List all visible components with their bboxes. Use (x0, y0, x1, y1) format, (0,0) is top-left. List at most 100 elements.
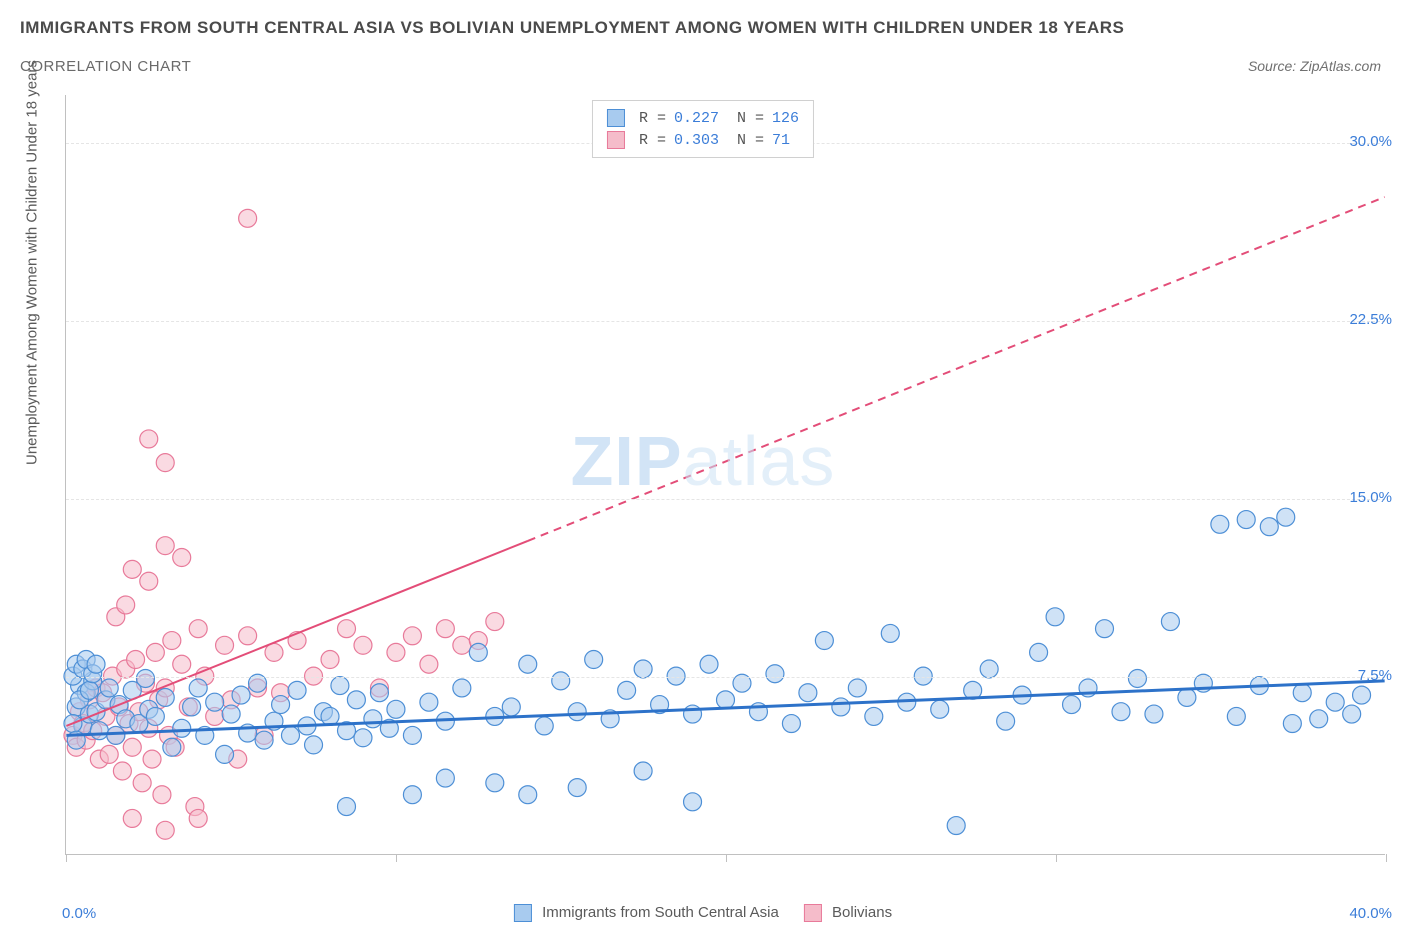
n-label: N = (737, 110, 764, 127)
scatter-svg (66, 95, 1385, 854)
data-point (183, 698, 201, 716)
data-point (1161, 613, 1179, 631)
data-point (1211, 515, 1229, 533)
y-axis-label: Unemployment Among Women with Children U… (24, 60, 41, 465)
subtitle: CORRELATION CHART (20, 58, 191, 75)
data-point (87, 655, 105, 673)
data-point (799, 684, 817, 702)
data-point (338, 620, 356, 638)
data-point (1293, 684, 1311, 702)
data-point (255, 731, 273, 749)
data-point (1260, 518, 1278, 536)
data-point (153, 786, 171, 804)
data-point (173, 549, 191, 567)
data-point (865, 707, 883, 725)
data-point (189, 620, 207, 638)
data-point (502, 698, 520, 716)
data-point (486, 774, 504, 792)
data-point (881, 624, 899, 642)
data-point (420, 655, 438, 673)
data-point (634, 762, 652, 780)
data-point (1063, 696, 1081, 714)
data-point (453, 679, 471, 697)
data-point (206, 693, 224, 711)
data-point (163, 632, 181, 650)
data-point (80, 681, 98, 699)
data-point (387, 643, 405, 661)
y-tick-label: 7.5% (1358, 667, 1392, 684)
legend-label-blue: Immigrants from South Central Asia (542, 904, 779, 921)
data-point (239, 627, 257, 645)
data-point (997, 712, 1015, 730)
data-point (1326, 693, 1344, 711)
data-point (1277, 508, 1295, 526)
data-point (232, 686, 250, 704)
data-point (832, 698, 850, 716)
data-point (848, 679, 866, 697)
data-point (146, 707, 164, 725)
data-point (140, 572, 158, 590)
data-point (403, 627, 421, 645)
x-tick (726, 854, 727, 862)
source-label: Source: ZipAtlas.com (1248, 58, 1381, 74)
data-point (100, 745, 118, 763)
data-point (305, 736, 323, 754)
data-point (288, 681, 306, 699)
x-tick (1386, 854, 1387, 862)
x-tick (396, 854, 397, 862)
data-point (146, 643, 164, 661)
data-point (143, 750, 161, 768)
gridline (66, 499, 1385, 500)
data-point (222, 705, 240, 723)
r-label: R = (639, 110, 666, 127)
r-value-blue: 0.227 (674, 110, 719, 127)
data-point (436, 620, 454, 638)
data-point (552, 672, 570, 690)
data-point (321, 651, 339, 669)
bottom-legend: Immigrants from South Central Asia Boliv… (514, 904, 892, 922)
data-point (123, 738, 141, 756)
data-point (133, 774, 151, 792)
r-label: R = (639, 132, 666, 149)
legend-swatch-pink (607, 131, 625, 149)
data-point (156, 537, 174, 555)
data-point (354, 636, 372, 654)
data-point (140, 430, 158, 448)
data-point (700, 655, 718, 673)
data-point (1227, 707, 1245, 725)
data-point (387, 700, 405, 718)
legend-item-blue: Immigrants from South Central Asia (514, 904, 779, 922)
data-point (107, 726, 125, 744)
data-point (436, 769, 454, 787)
data-point (123, 560, 141, 578)
page-title: IMMIGRANTS FROM SOUTH CENTRAL ASIA VS BO… (20, 18, 1124, 38)
data-point (766, 665, 784, 683)
data-point (321, 707, 339, 725)
data-point (931, 700, 949, 718)
stats-legend: R = 0.227 N = 126 R = 0.303 N = 71 (592, 100, 814, 158)
data-point (364, 710, 382, 728)
data-point (1046, 608, 1064, 626)
data-point (127, 651, 145, 669)
data-point (815, 632, 833, 650)
chart-area (65, 95, 1385, 855)
legend-item-pink: Bolivians (804, 904, 892, 922)
data-point (1145, 705, 1163, 723)
data-point (117, 596, 135, 614)
data-point (403, 786, 421, 804)
legend-swatch-pink (804, 904, 822, 922)
data-point (1128, 669, 1146, 687)
x-tick (1056, 854, 1057, 862)
data-point (420, 693, 438, 711)
data-point (618, 681, 636, 699)
data-point (684, 793, 702, 811)
data-point (370, 684, 388, 702)
x-max-label: 40.0% (1349, 905, 1392, 922)
data-point (1343, 705, 1361, 723)
y-tick-label: 22.5% (1349, 311, 1392, 328)
data-point (535, 717, 553, 735)
data-point (163, 738, 181, 756)
data-point (173, 719, 191, 737)
legend-swatch-blue (607, 109, 625, 127)
data-point (239, 209, 257, 227)
